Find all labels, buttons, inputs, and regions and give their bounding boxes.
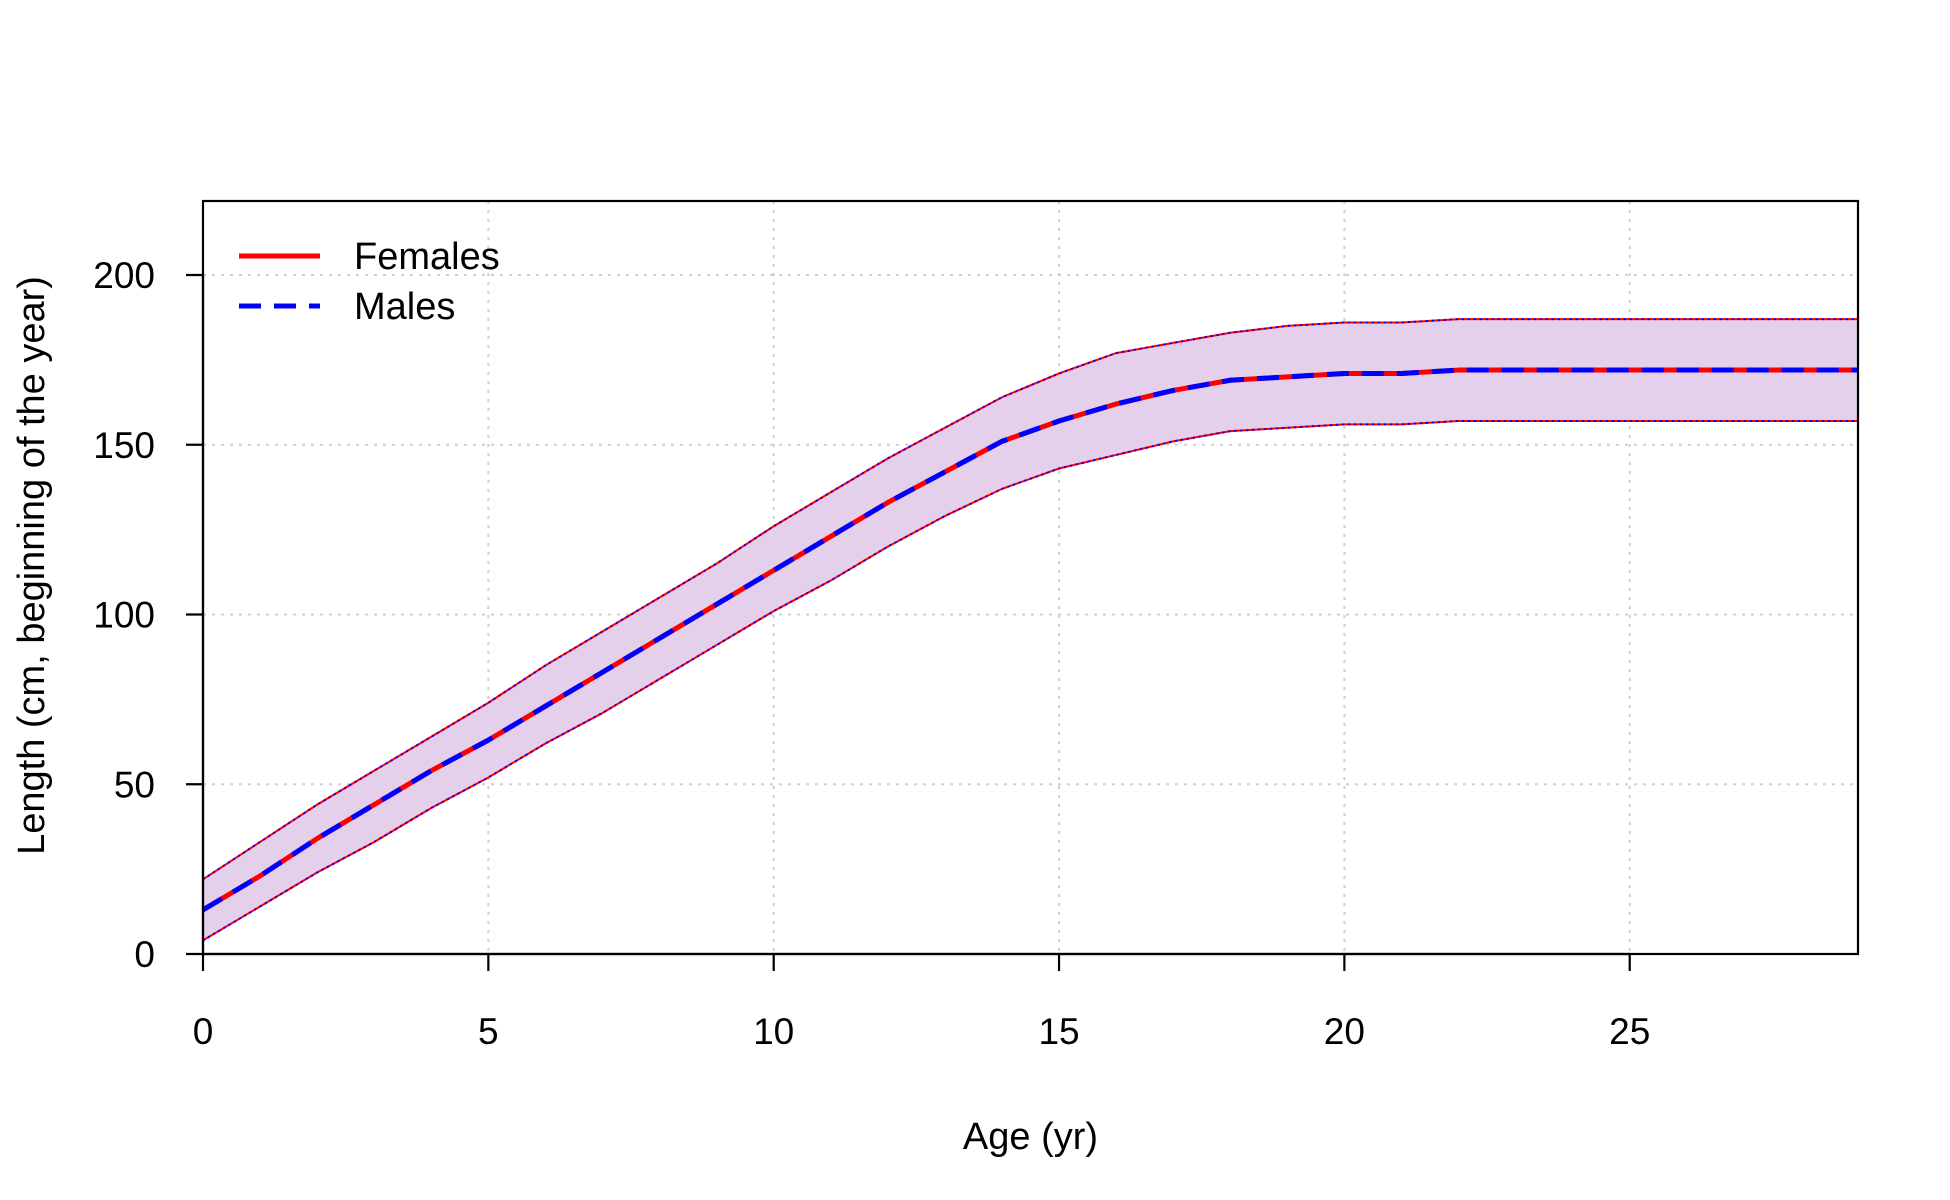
y-axis: 0 50 100 150 200 [93,255,205,975]
y-axis-label: Length (cm, beginning of the year) [11,276,53,855]
band-fill [203,319,1858,941]
x-tick-label: 5 [478,1011,499,1052]
legend-label-males: Males [354,286,455,328]
y-tick-label: 0 [134,934,155,975]
y-tick-label: 200 [93,255,155,296]
band-upper-edge-males [202,318,1858,881]
band-lower-edge-males [202,419,1858,942]
x-axis: 0 5 10 15 20 25 [193,952,1650,1052]
x-tick-label: 25 [1609,1011,1650,1052]
x-tick-label: 0 [193,1011,214,1052]
y-tick-label: 50 [114,764,155,805]
y-tick-label: 150 [93,425,155,466]
x-tick-label: 15 [1038,1011,1079,1052]
legend: Females Males [239,236,500,328]
y-tick-label: 100 [93,595,155,636]
x-tick-label: 10 [753,1011,794,1052]
x-tick-label: 20 [1324,1011,1365,1052]
legend-label-females: Females [354,236,500,278]
confidence-band [202,318,1858,942]
x-axis-label: Age (yr) [963,1116,1098,1158]
series-lines [201,367,1858,913]
series-line-males [201,367,1858,913]
